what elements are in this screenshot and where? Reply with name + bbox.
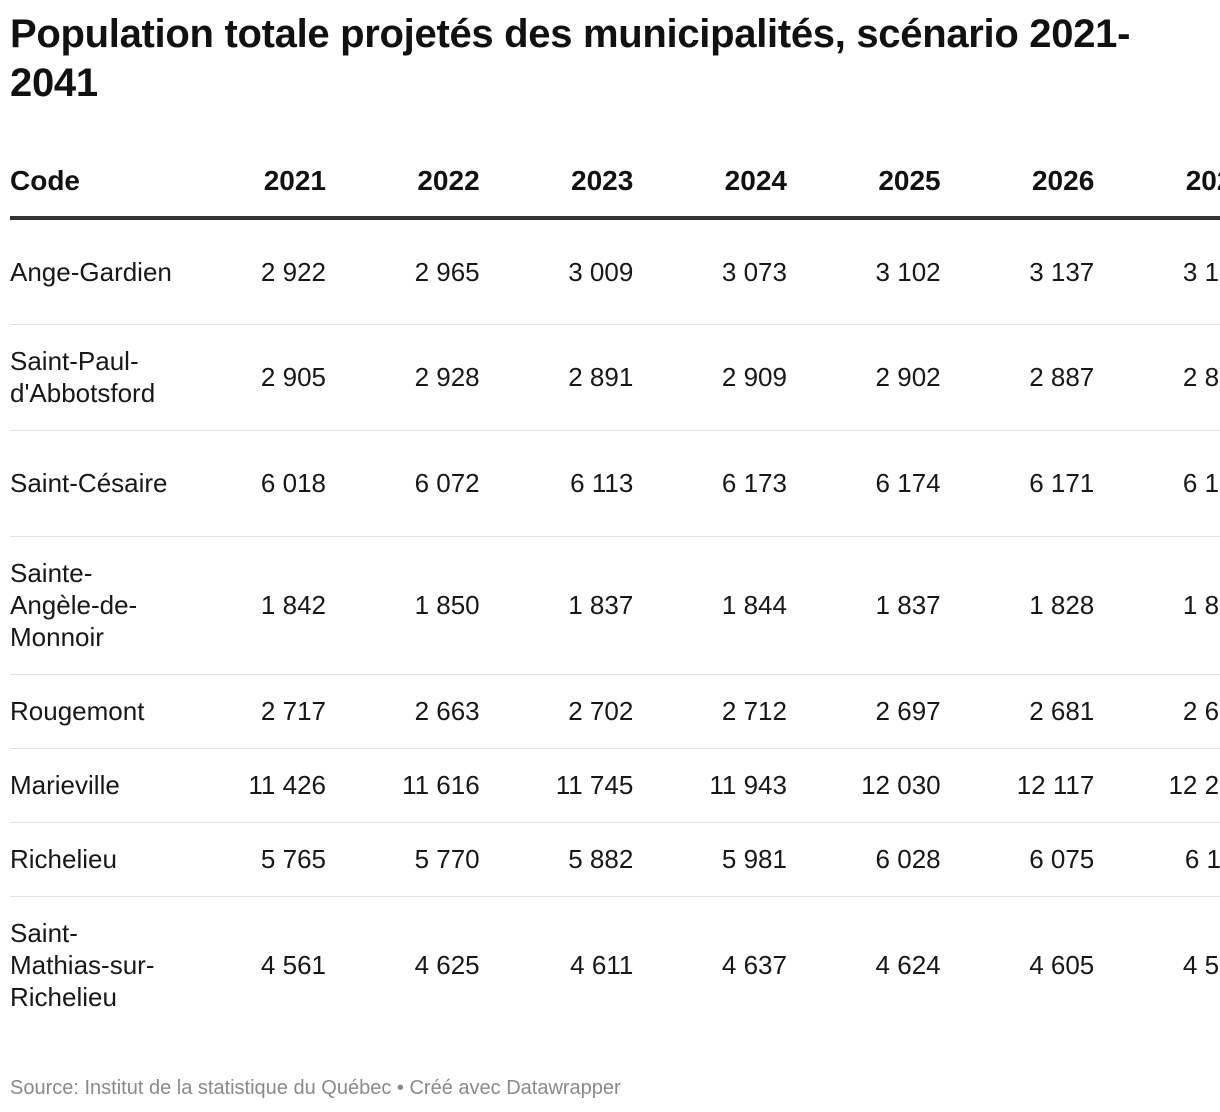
data-table-container[interactable]: Code2021202220232024202520262027 Ange-Ga…	[10, 146, 1220, 1034]
table-row: Marieville 11 426 11 616 11 745 11 943 12 030…	[10, 748, 1220, 823]
cell-municipality: Saint-Mathias-sur-Richelieu	[10, 918, 155, 1013]
cell-value-2021: 6 018	[174, 430, 328, 537]
cell-value-2027: 2 877	[1096, 324, 1220, 431]
cell-value-2027: 4 583	[1182, 950, 1220, 981]
cell-value-2021: 11 426	[174, 748, 328, 823]
cell-value-2021: 2 717	[174, 674, 328, 749]
cell-value-2022: 5 770	[328, 822, 482, 897]
cell-value-2027: 6 167	[1096, 430, 1220, 537]
table-row: Richelieu 5 765 5 770 5 882 5 981 6 028 6 075 6…	[10, 822, 1220, 897]
cell-value-2021: 5 765	[174, 822, 328, 897]
cell-municipality: Marieville	[10, 748, 175, 823]
cell-value-2023: 11 745	[481, 748, 636, 823]
cell-value-2026: 4 605	[1029, 950, 1095, 981]
cell-municipality: Rougemont	[10, 674, 175, 749]
cell-value-2022: 11 616	[328, 748, 482, 823]
cell-value-2026: 2 887	[942, 324, 1097, 431]
cell-value-2027: 12 204	[1096, 748, 1220, 823]
column-header-2027[interactable]: 2027	[1096, 146, 1220, 220]
cell-value-2022: 6 072	[328, 430, 482, 537]
cell-municipality: Saint-Césaire	[10, 430, 175, 537]
table-row: Saint-Paul-d'Abbotsford 2 905 2 928 2 891 2 …	[10, 324, 1220, 431]
cell-value-2027: 3 169	[1096, 218, 1220, 325]
table-row: Rougemont 2 717 2 663 2 702 2 712 2 697 2 681 2…	[10, 674, 1220, 749]
cell-value-2023: 1 837	[481, 536, 636, 675]
cell-value-2023: 4 611	[570, 950, 634, 981]
chart-footer: Source: Institut de la statistique du Qu…	[10, 1075, 621, 1101]
cell-value-2026: 12 117	[942, 748, 1097, 823]
cell-value-2026: 2 681	[942, 674, 1097, 749]
footer-separator: •	[396, 1077, 404, 1099]
cell-municipality: Richelieu	[10, 822, 175, 897]
cell-value-2024: 2 712	[635, 674, 789, 749]
table-row: Sainte-Angèle-de-Monnoir 1 842 1 850 1 837 1…	[10, 536, 1220, 675]
cell-value-2027: 2 664	[1096, 674, 1220, 749]
cell-value-2023: 3 009	[481, 218, 636, 325]
column-header-2026[interactable]: 2026	[942, 146, 1097, 220]
cell-value-2022: 2 663	[328, 674, 482, 749]
credit-note: Créé avec Datawrapper	[409, 1077, 621, 1099]
cell-value-2023: 2 702	[481, 674, 636, 749]
cell-value-2023: 2 891	[481, 324, 636, 431]
table-body: Ange-Gardien 2 922 2 965 3 009 3 073 3 102 3 1…	[10, 218, 1220, 1034]
cell-value-2025: 2 902	[788, 324, 943, 431]
cell-value-2026: 6 171	[942, 430, 1097, 537]
cell-municipality: Sainte-Angèle-de-Monnoir	[10, 536, 175, 675]
table-row: Ange-Gardien 2 922 2 965 3 009 3 073 3 102 3 1…	[10, 218, 1220, 325]
cell-value-2021: 2 922	[174, 218, 328, 325]
cell-value-2024: 4 637	[721, 950, 787, 981]
cell-value-2022: 2 965	[328, 218, 482, 325]
cell-value-2025: 12 030	[788, 748, 943, 823]
column-header-2021[interactable]: 2021	[174, 146, 328, 220]
cell-value-2022: 4 625	[414, 950, 480, 981]
chart-title: Population totale projetés des municipal…	[10, 12, 1131, 105]
cell-value-2024: 6 173	[635, 430, 789, 537]
column-header-2025[interactable]: 2025	[788, 146, 943, 220]
table-row: Saint-Mathias-sur-Richelieu 4 561 4 625 4 6…	[10, 896, 1220, 1034]
column-header-2024[interactable]: 2024	[635, 146, 789, 220]
cell-value-2026: 3 137	[942, 218, 1097, 325]
table-row: Saint-Césaire 6 018 6 072 6 113 6 173 6 174 6 …	[10, 430, 1220, 537]
cell-value-2022: 2 928	[328, 324, 482, 431]
cell-value-2021: 4 561	[260, 950, 326, 981]
table-header-row: Code2021202220232024202520262027	[10, 146, 1220, 220]
source-note: Source: Institut de la statistique du Qu…	[10, 1077, 392, 1099]
column-header-2022[interactable]: 2022	[328, 146, 482, 220]
cell-value-2021: 1 842	[174, 536, 328, 675]
cell-municipality: Ange-Gardien	[10, 218, 175, 325]
cell-municipality: Saint-Paul-d'Abbotsford	[10, 324, 175, 431]
cell-value-2024: 3 073	[635, 218, 789, 325]
cell-value-2025: 6 028	[788, 822, 943, 897]
cell-value-2021: 2 905	[174, 324, 328, 431]
cell-value-2026: 6 075	[942, 822, 1097, 897]
cell-value-2025: 4 624	[875, 950, 941, 981]
data-table: Code2021202220232024202520262027 Ange-Ga…	[10, 146, 1220, 1034]
cell-value-2026: 1 828	[942, 536, 1097, 675]
cell-value-2024: 2 909	[635, 324, 789, 431]
cell-value-2025: 6 174	[788, 430, 943, 537]
cell-value-2025: 1 837	[788, 536, 943, 675]
cell-value-2025: 2 697	[788, 674, 943, 749]
column-header-2023[interactable]: 2023	[481, 146, 636, 220]
cell-value-2022: 1 850	[328, 536, 482, 675]
cell-value-2025: 3 102	[788, 218, 943, 325]
cell-value-2027: 1 816	[1096, 536, 1220, 675]
cell-value-2027: 6 115	[1096, 822, 1220, 897]
cell-value-2023: 5 882	[481, 822, 636, 897]
cell-value-2024: 1 844	[635, 536, 789, 675]
cell-value-2024: 11 943	[635, 748, 789, 823]
cell-value-2024: 5 981	[635, 822, 789, 897]
column-header-code[interactable]: Code	[10, 146, 175, 220]
cell-value-2023: 6 113	[481, 430, 636, 537]
